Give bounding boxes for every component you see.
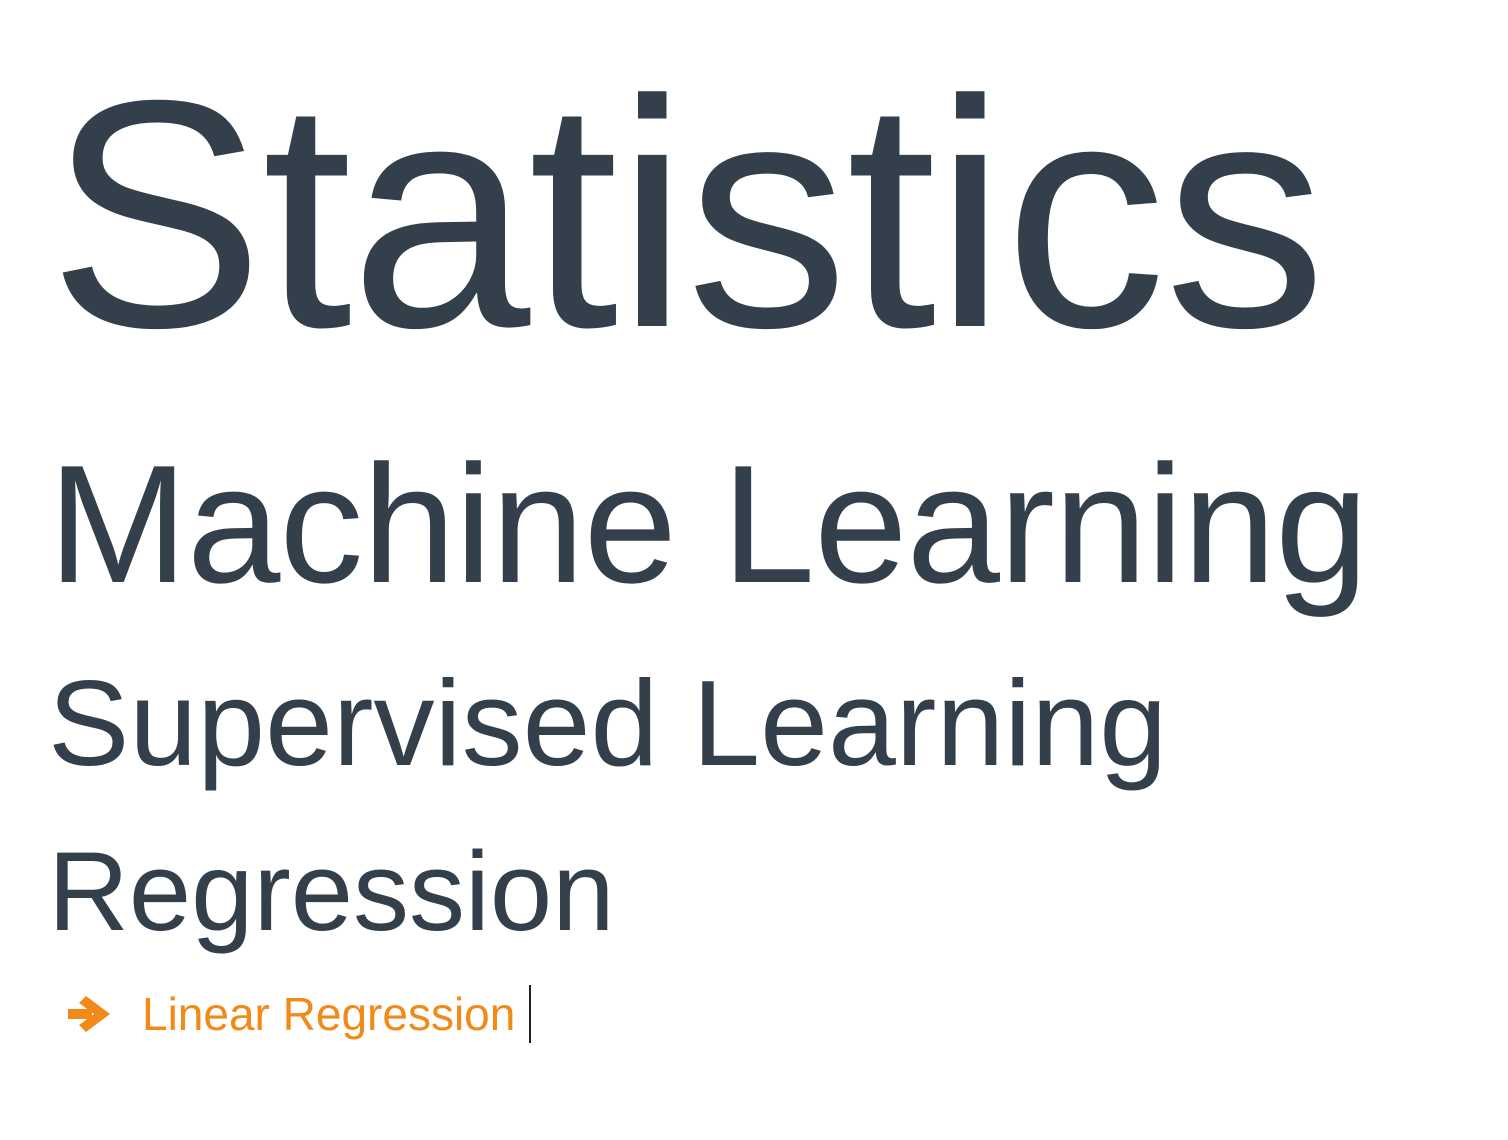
current-topic-row[interactable]: Linear Regression xyxy=(66,984,532,1044)
text-cursor xyxy=(529,985,532,1043)
breadcrumb-level-4[interactable]: Regression xyxy=(48,829,615,954)
breadcrumb-level-3[interactable]: Supervised Learning xyxy=(48,655,1168,791)
current-topic-label[interactable]: Linear Regression xyxy=(142,988,516,1040)
arrow-right-icon xyxy=(66,994,112,1034)
breadcrumb-level-2[interactable]: Machine Learning xyxy=(48,430,1369,618)
breadcrumb-level-1[interactable]: Statistics xyxy=(48,33,1326,395)
